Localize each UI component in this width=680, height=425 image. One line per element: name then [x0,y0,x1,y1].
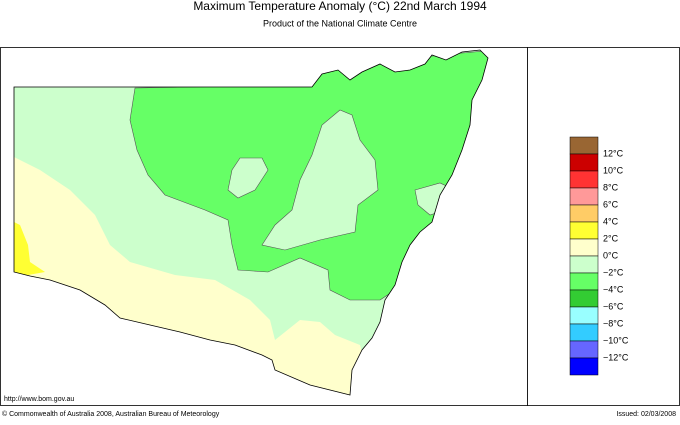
legend-swatch [569,153,599,172]
legend-swatch [569,357,599,376]
legend-label: −6°C [603,301,624,311]
legend-swatch [569,340,599,359]
legend-swatch [569,306,599,325]
source-url: http://www.bom.gov.au [4,396,74,403]
legend: 12°C 10°C 8°C 6°C 4°C 2°C 0°C −2°C −4°C −6°C −8°C −… [569,136,629,376]
legend-label: −12°C [603,352,629,362]
legend-label: 4°C [603,216,619,226]
legend-swatch [569,255,599,274]
subtitle: Product of the National Climate Centre [263,18,417,28]
legend-label: −10°C [603,335,629,345]
legend-label: −2°C [603,267,624,277]
legend-label: 12°C [603,148,624,158]
legend-swatch [569,136,599,155]
legend-label: 0°C [603,250,619,260]
legend-swatch [569,323,599,342]
region-0-to-minus2-pocket [227,157,269,199]
state-outline [13,49,489,396]
legend-swatch [569,221,599,240]
legend-swatch [569,170,599,189]
legend-label: 10°C [603,165,624,175]
legend-label: −8°C [603,318,624,328]
legend-label: 8°C [603,182,619,192]
legend-swatch [569,187,599,206]
legend-label: 6°C [603,199,619,209]
title: Maximum Temperature Anomaly (°C) 22nd Ma… [193,0,487,13]
legend-swatch [569,272,599,291]
legend-swatch [569,238,599,257]
legend-label: −4°C [603,284,624,294]
region-4-to-2 [14,215,45,280]
legend-frame [527,47,680,406]
legend-label: 2°C [603,233,619,243]
legend-swatch [569,204,599,223]
legend-swatch [569,289,599,308]
issued-date: Issued: 02/03/2008 [616,411,676,418]
copyright: © Commonwealth of Australia 2008, Austra… [2,410,220,418]
